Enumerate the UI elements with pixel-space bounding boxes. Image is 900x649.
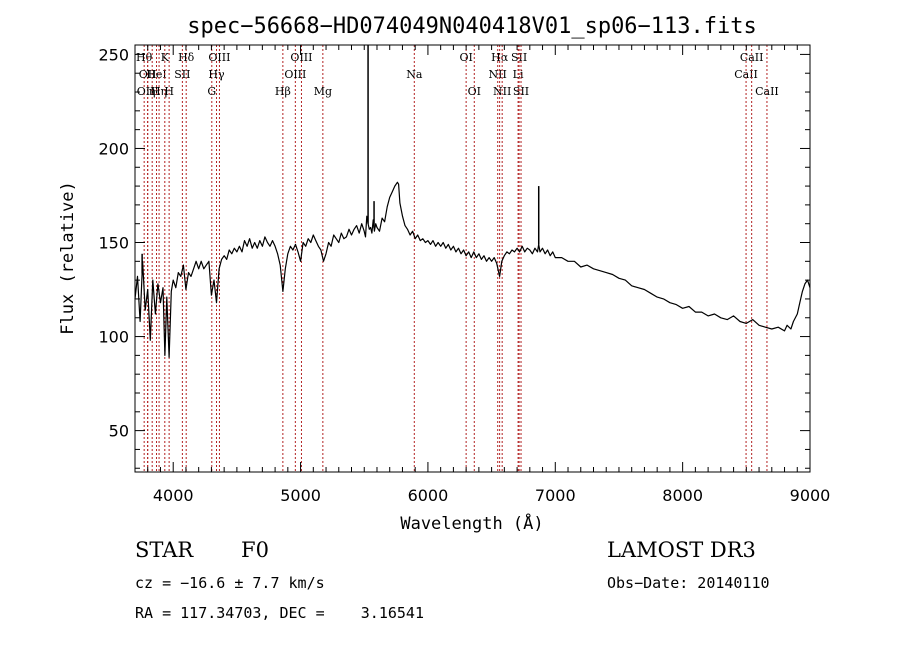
line-marker-label-20: NII (489, 68, 507, 81)
coordinates: RA = 117.34703, DEC = 3.16541 (135, 604, 424, 622)
x-axis-label: Wavelength (Å) (400, 512, 543, 534)
x-axis: 4000 5000 6000 7000 8000 9000 (134, 45, 831, 505)
line-marker-label-10: G (207, 85, 216, 98)
spectrum-series (134, 45, 811, 358)
x-tick-label-5000: 5000 (280, 486, 321, 505)
subclass: F0 (241, 538, 269, 562)
y-tick-label-50: 50 (109, 422, 129, 441)
x-tick-label-6000: 6000 (408, 486, 449, 505)
line-marker-label-26: CaII (734, 68, 758, 81)
line-marker-label-17: Na (406, 68, 423, 81)
y-tick-label-100: 100 (98, 328, 129, 347)
line-marker-label-19: OI (468, 85, 481, 98)
line-marker-label-16: Mg (314, 85, 332, 98)
line-marker-label-12: OIII (208, 51, 230, 64)
object-type: STAR (135, 538, 194, 562)
line-marker-label-11: Hγ (208, 68, 225, 81)
plot-frame (134, 44, 811, 473)
line-marker-label-28: CaII (755, 85, 779, 98)
line-marker-label-23: Li (513, 68, 524, 81)
redshift-cz: cz = −16.6 ± 7.7 km/s (135, 574, 325, 592)
line-marker-label-3: η (149, 85, 156, 98)
y-tick-label-150: 150 (98, 234, 129, 253)
line-marker-label-22: NII (493, 85, 511, 98)
line-marker-label-8: SII (174, 68, 190, 81)
y-tick-label-250: 250 (98, 45, 129, 64)
line-marker-label-24: SII (511, 51, 527, 64)
line-markers: HθOIIOIIIηHeIHηKHSIIHδGHγOIIIHβOIIIOIIIM… (136, 45, 779, 472)
line-marker-label-21: Hα (491, 51, 509, 64)
x-tick-label-4000: 4000 (153, 486, 194, 505)
x-tick-label-8000: 8000 (662, 486, 703, 505)
line-marker-label-0: Hθ (136, 51, 153, 64)
survey-label: LAMOST DR3 (607, 538, 756, 562)
x-tick-label-7000: 7000 (535, 486, 576, 505)
y-axis: 50 100 150 200 250 (98, 45, 810, 469)
x-tick-label-9000: 9000 (790, 486, 831, 505)
line-marker-label-6: K (161, 51, 170, 64)
chart-title: spec−56668−HD074049N040418V01_sp06−113.f… (187, 14, 757, 39)
y-tick-label-200: 200 (98, 139, 129, 158)
line-marker-label-27: CaII (740, 51, 764, 64)
spectrum-line-0 (134, 181, 811, 358)
line-marker-label-15: OIII (290, 51, 312, 64)
line-marker-label-18: OI (459, 51, 472, 64)
line-marker-label-2: OIII (137, 85, 159, 98)
y-axis-label: Flux (relative) (58, 181, 78, 335)
line-marker-label-9: Hδ (178, 51, 195, 64)
line-marker-label-4: HeI (146, 68, 166, 81)
line-marker-label-25: SII (513, 85, 529, 98)
obs-date: Obs−Date: 20140110 (607, 574, 770, 592)
line-marker-label-14: OIII (284, 68, 306, 81)
line-marker-label-5: Hη (151, 85, 167, 98)
line-marker-label-13: Hβ (275, 85, 291, 98)
line-marker-label-7: H (164, 85, 174, 98)
